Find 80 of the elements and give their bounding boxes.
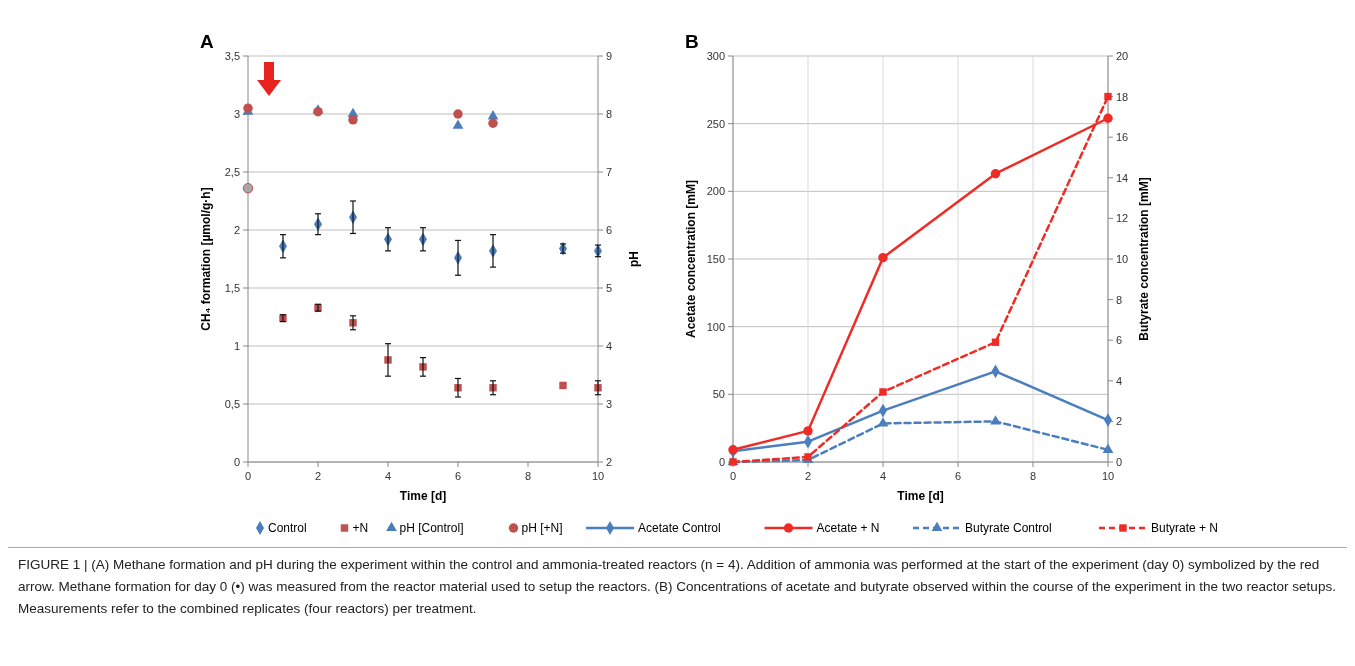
y2-tick-label: 16 bbox=[1116, 131, 1129, 144]
y2-tick-label: 6 bbox=[606, 224, 613, 236]
legend-label: pH [+N] bbox=[521, 521, 563, 535]
y-axis-title: CH₄ formation [µmol/g·h] bbox=[199, 187, 213, 331]
y-axis-title: Acetate concentration [mM] bbox=[684, 179, 698, 339]
y2-tick-label: 8 bbox=[1116, 293, 1123, 306]
point bbox=[1102, 443, 1114, 453]
point bbox=[488, 118, 498, 128]
point bbox=[452, 119, 464, 129]
y2-tick-label: 2 bbox=[606, 456, 613, 468]
legend-label: +N bbox=[352, 521, 369, 535]
point bbox=[348, 115, 358, 125]
x-tick-label: 4 bbox=[384, 470, 392, 482]
y-tick-label: 2,5 bbox=[224, 166, 240, 178]
y2-tick-label: 7 bbox=[606, 166, 613, 178]
legend-label: Control bbox=[268, 521, 307, 535]
y-tick-label: 0,5 bbox=[224, 398, 240, 410]
point bbox=[878, 252, 888, 263]
y-tick-label: 0 bbox=[233, 456, 240, 468]
legend-label: Acetate + N bbox=[816, 521, 880, 535]
point bbox=[877, 417, 889, 427]
y2-axis-title: pH bbox=[627, 251, 641, 267]
x-axis-title: Time [d] bbox=[897, 489, 944, 503]
y-tick-label: 0 bbox=[718, 456, 725, 468]
point bbox=[990, 415, 1001, 425]
x-tick-label: 6 bbox=[454, 470, 462, 482]
x-axis-title: Time [d] bbox=[399, 489, 447, 503]
y2-tick-label: 4 bbox=[1116, 374, 1123, 387]
x-tick-label: 10 bbox=[591, 470, 605, 482]
point bbox=[990, 169, 1001, 179]
point bbox=[242, 183, 254, 194]
x-tick-label: 4 bbox=[879, 470, 887, 482]
y-tick-label: 100 bbox=[706, 320, 725, 333]
y2-tick-label: 2 bbox=[1116, 415, 1123, 428]
y2-tick-label: 10 bbox=[1116, 253, 1129, 265]
x-tick-label: 8 bbox=[524, 470, 532, 482]
y2-tick-label: 5 bbox=[606, 282, 613, 294]
y2-tick-label: 18 bbox=[1116, 90, 1129, 103]
y-tick-label: 2 bbox=[233, 224, 240, 236]
x-tick-label: 8 bbox=[1029, 470, 1037, 482]
point bbox=[879, 388, 887, 396]
x-tick-label: 2 bbox=[804, 470, 812, 482]
y2-tick-label: 8 bbox=[606, 108, 613, 120]
x-tick-label: 2 bbox=[314, 470, 322, 482]
y2-axis-title: Butyrate concentration [mM] bbox=[1137, 177, 1151, 341]
y2-tick-label: 9 bbox=[606, 50, 613, 62]
y-tick-label: 3 bbox=[233, 108, 240, 120]
legend-label: Butyrate + N bbox=[1151, 521, 1219, 535]
y-tick-label: 250 bbox=[706, 117, 725, 130]
x-tick-label: 6 bbox=[954, 470, 962, 482]
point bbox=[453, 109, 463, 119]
y2-tick-label: 4 bbox=[606, 340, 613, 352]
x-tick-label: 0 bbox=[244, 470, 252, 482]
y-tick-label: 3,5 bbox=[224, 50, 240, 62]
y2-tick-label: 14 bbox=[1116, 171, 1129, 184]
y-tick-label: 200 bbox=[706, 185, 725, 198]
point bbox=[559, 381, 567, 390]
y2-tick-label: 12 bbox=[1116, 212, 1129, 225]
y-tick-label: 300 bbox=[706, 50, 725, 62]
legend-label: Acetate Control bbox=[638, 521, 721, 535]
point bbox=[728, 445, 738, 455]
y2-tick-label: 0 bbox=[1116, 456, 1123, 468]
point bbox=[1103, 113, 1113, 123]
x-tick-label: 0 bbox=[729, 470, 737, 482]
legend-label: pH [Control] bbox=[399, 521, 464, 535]
caption: FIGURE 1 | (A) Methane formation and pH during the experiment within the control and ammonia-treated reactors (n = 4). Addition of ammonia was performed at the start of the experiment (day 0) symbolized by the red arrow. Methane formation for day 0 (•) was measured from the reactor material used to setup the reactors. (B) Concentrations of acetate and butyrate observed within the course of the experiment in the two reactor setups. Measurements refer to the combined replicates (four reactors) per treatment. bbox=[8, 547, 1347, 626]
point bbox=[1104, 92, 1112, 101]
point bbox=[803, 426, 813, 436]
y-tick-label: 50 bbox=[712, 388, 725, 401]
y2-tick-label: 6 bbox=[1116, 334, 1123, 347]
y-tick-label: 150 bbox=[706, 253, 725, 265]
y2-tick-label: 20 bbox=[1116, 50, 1129, 62]
chart-title: A bbox=[200, 31, 214, 52]
point bbox=[487, 110, 499, 120]
chart-title: B bbox=[685, 31, 699, 52]
legend-label: Butyrate Control bbox=[965, 521, 1052, 535]
y-tick-label: 1 bbox=[233, 340, 240, 352]
y2-tick-label: 3 bbox=[606, 398, 613, 410]
x-tick-label: 10 bbox=[1101, 470, 1115, 482]
y-tick-label: 1,5 bbox=[224, 282, 240, 294]
